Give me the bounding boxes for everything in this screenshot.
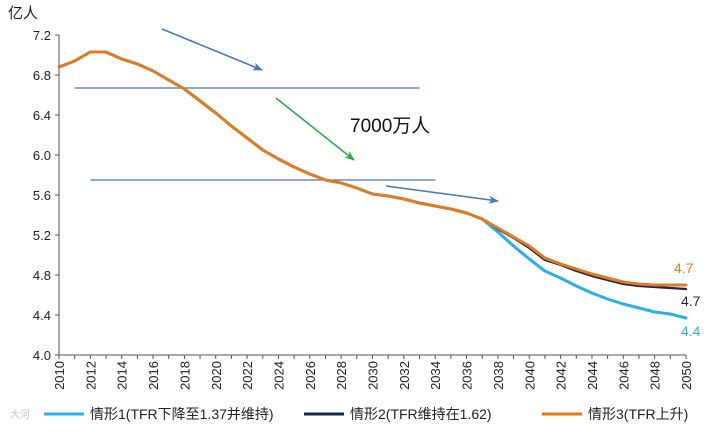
watermark: 大河 [10, 408, 30, 421]
x-tick-label: 2050 [679, 361, 694, 390]
end-label-series-3: 4.7 [674, 260, 694, 276]
y-tick-label: 4.0 [33, 348, 51, 363]
x-tick-label: 2012 [83, 361, 98, 390]
axes [58, 35, 686, 356]
series-line-3 [57, 50, 688, 287]
x-tick-label: 2040 [522, 361, 537, 390]
x-tick-label: 2020 [209, 361, 224, 390]
end-label-series-2: 4.7 [681, 293, 701, 309]
x-axis-ticks: 2010 2012 2014 2016 2018 2020 2022 2024 2026 2028… [52, 355, 694, 390]
series-line-1 [57, 50, 688, 320]
end-label-series-1: 4.4 [681, 323, 701, 339]
x-tick-label: 2036 [460, 361, 475, 390]
x-tick-label: 2042 [554, 361, 569, 390]
x-tick-label: 2018 [177, 361, 192, 390]
x-tick-label: 2032 [397, 361, 412, 390]
x-tick-label: 2014 [115, 361, 130, 390]
y-tick-label: 4.8 [33, 268, 51, 283]
x-tick-label: 2046 [616, 361, 631, 390]
x-tick-label: 2024 [271, 361, 286, 390]
y-tick-label: 6.8 [33, 68, 51, 83]
x-tick-label: 2044 [585, 361, 600, 390]
x-tick-label: 2038 [491, 361, 506, 390]
legend: 情形1(TFR下降至1.37并维持) 情形2(TFR维持在1.62) 情形3(TFR… [44, 406, 688, 422]
arrow-blue-bottom [385, 185, 499, 204]
x-tick-label: 2048 [648, 361, 663, 390]
y-tick-label: 4.4 [33, 308, 51, 323]
y-tick-label: 5.2 [33, 228, 51, 243]
x-tick-label: 2010 [52, 361, 67, 390]
x-tick-label: 2016 [146, 361, 161, 390]
y-tick-label: 5.6 [33, 188, 51, 203]
x-tick-label: 2022 [240, 361, 255, 390]
annotation-7000wan: 7000万人 [350, 115, 430, 137]
legend-label-2: 情形2(TFR维持在1.62) [350, 406, 492, 422]
x-tick-label: 2026 [303, 361, 318, 390]
trend-arrows [161, 28, 499, 204]
y-axis-ticks: 4.0 4.4 4.8 5.2 5.6 6.0 6.4 6.8 7.2 [33, 28, 59, 363]
x-tick-label: 2030 [366, 361, 381, 390]
series-lines [57, 50, 688, 320]
x-tick-label: 2028 [334, 361, 349, 390]
x-tick-label: 2034 [428, 361, 443, 390]
y-tick-label: 6.4 [33, 108, 51, 123]
arrow-blue-top [161, 28, 263, 71]
legend-label-1: 情形1(TFR下降至1.37并维持) [90, 406, 274, 422]
end-value-labels: 4.4 4.7 4.7 [674, 260, 701, 339]
y-tick-label: 7.2 [33, 28, 51, 43]
reference-lines [74, 87, 436, 181]
y-axis-unit-label: 亿人 [8, 5, 38, 22]
y-tick-label: 6.0 [33, 148, 51, 163]
arrow-green-middle [275, 97, 355, 161]
legend-label-3: 情形3(TFR上升) [588, 406, 688, 422]
